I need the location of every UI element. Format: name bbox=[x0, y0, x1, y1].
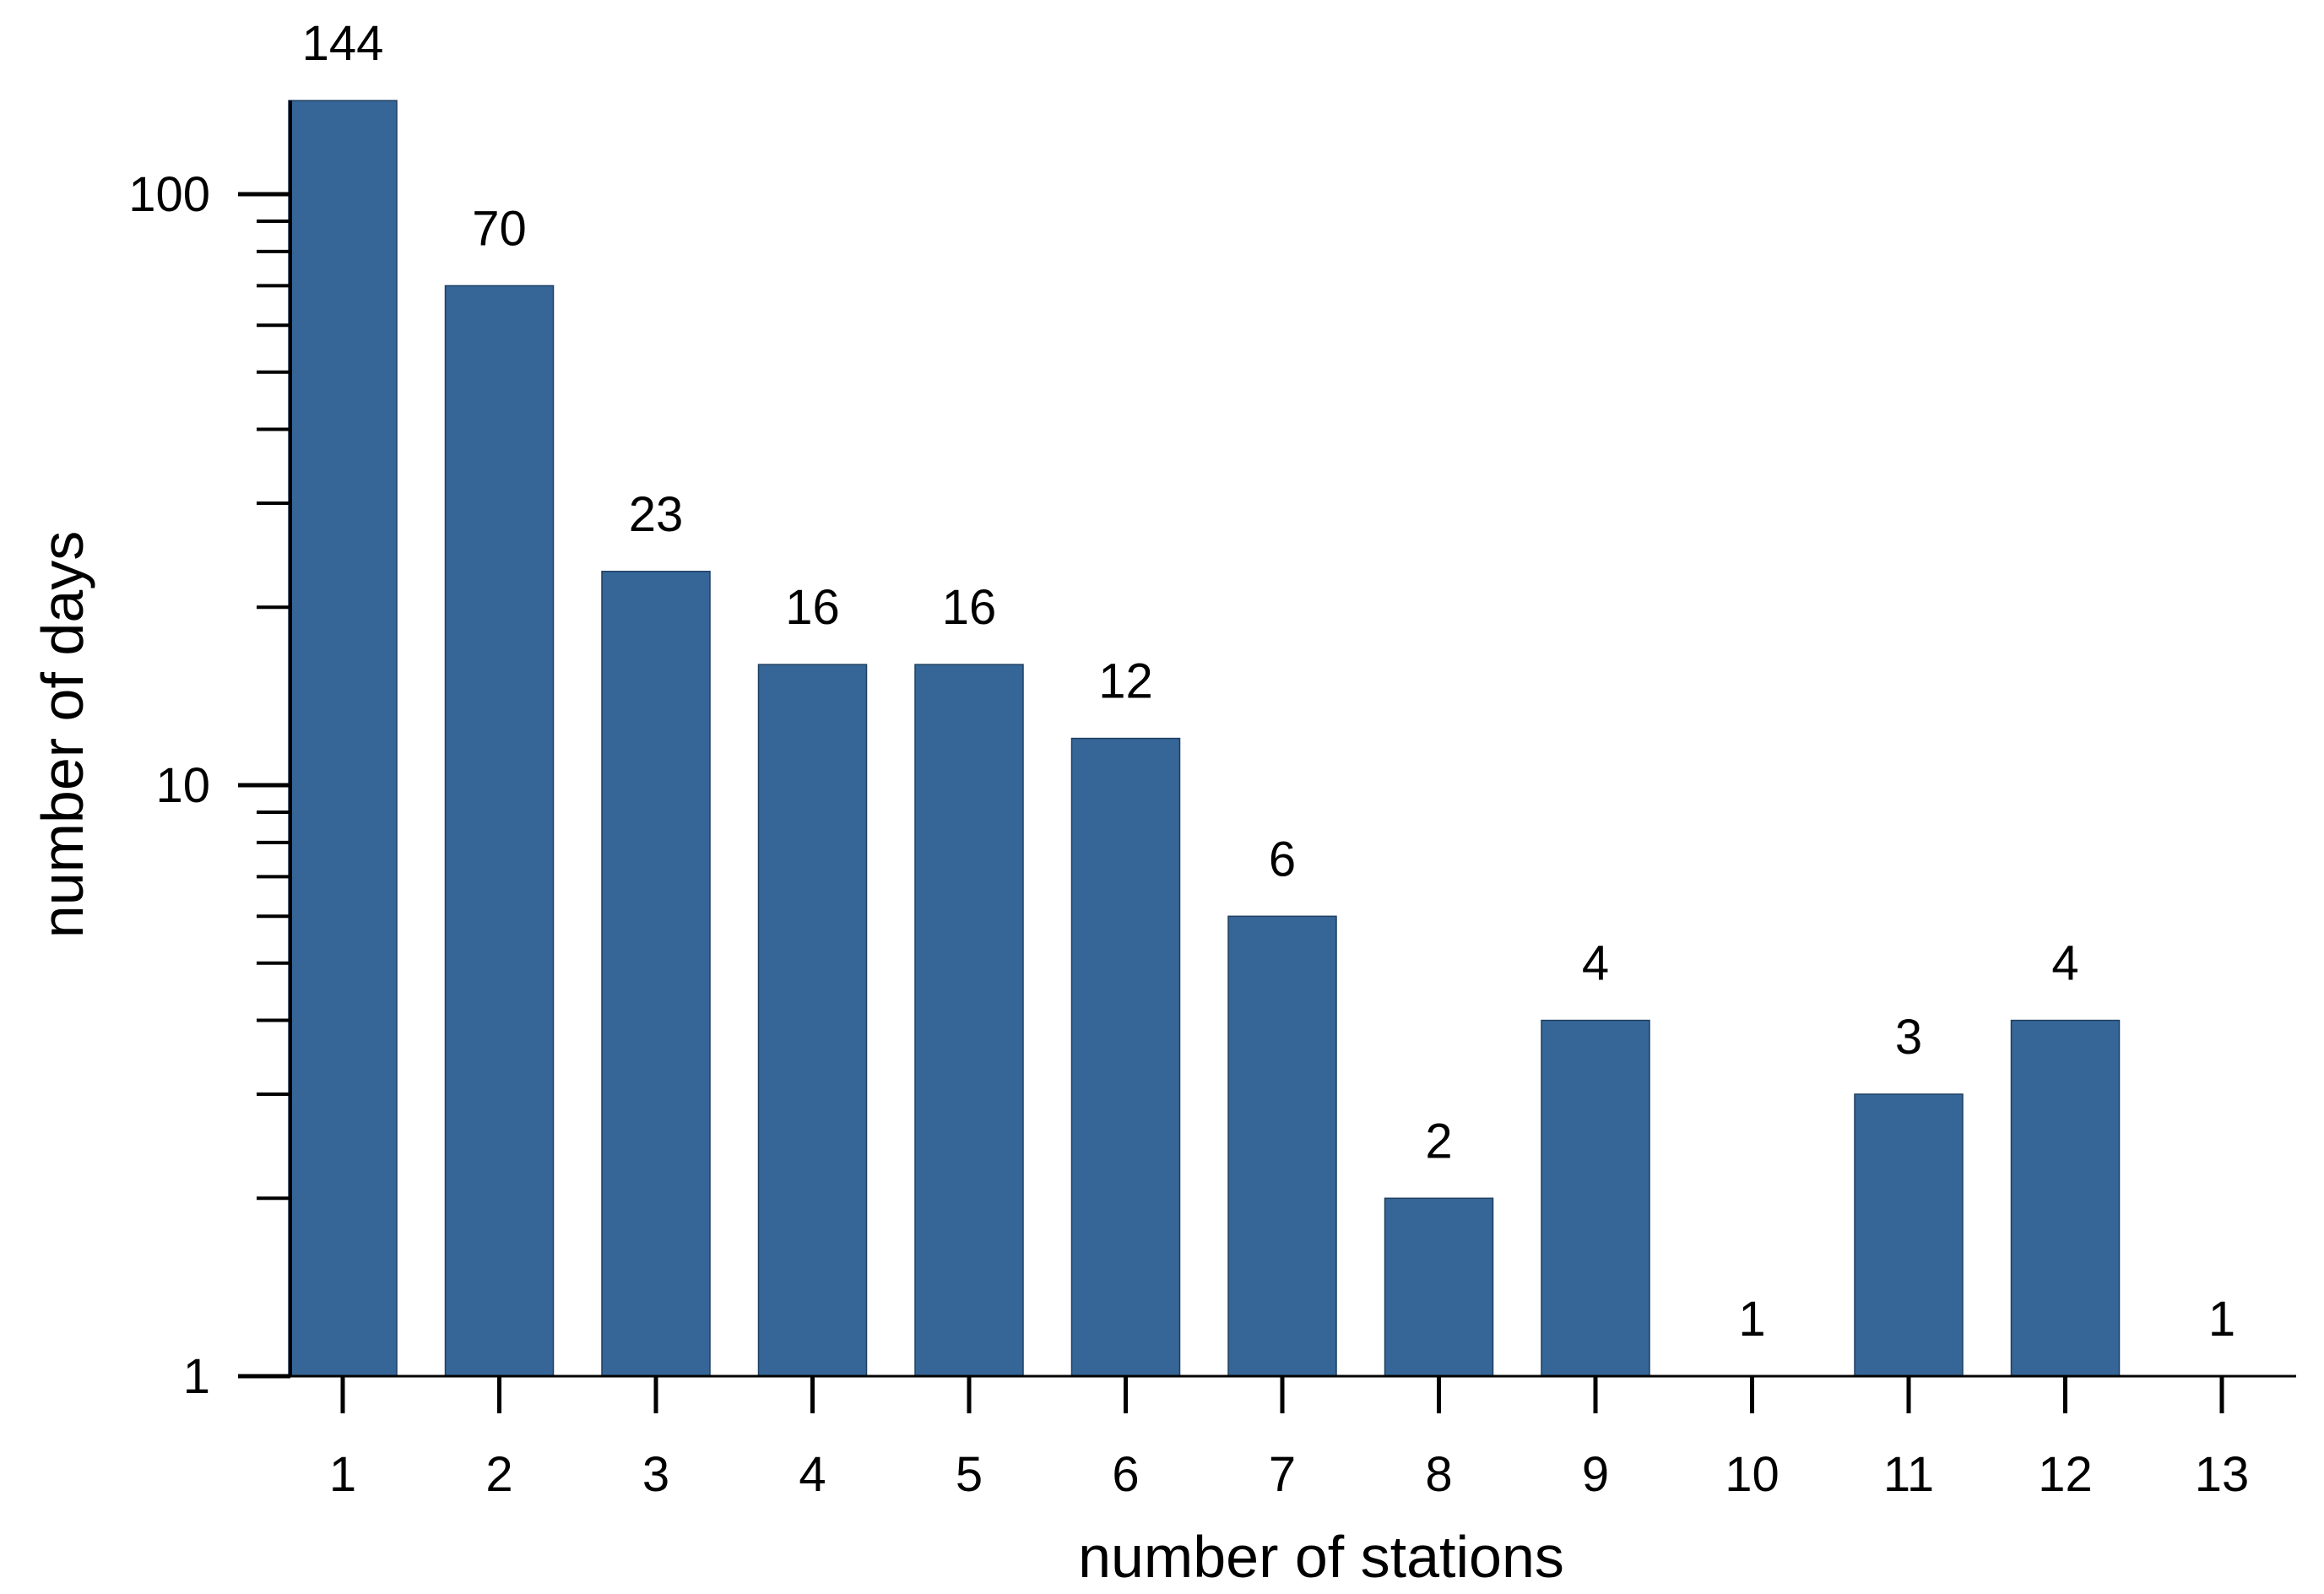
x-tick-label: 6 bbox=[1112, 1447, 1139, 1502]
x-tick-label: 3 bbox=[642, 1447, 669, 1502]
x-tick-label: 9 bbox=[1582, 1447, 1609, 1502]
x-tick-label: 11 bbox=[1883, 1447, 1934, 1502]
x-tick-label: 13 bbox=[2195, 1447, 2250, 1502]
data-label: 1 bbox=[1738, 1292, 1765, 1347]
data-label: 144 bbox=[302, 16, 384, 71]
x-tick-label: 4 bbox=[799, 1447, 826, 1502]
bar bbox=[914, 664, 1024, 1377]
data-label: 1 bbox=[2208, 1292, 2235, 1347]
data-label: 12 bbox=[1098, 654, 1153, 709]
bar bbox=[1854, 1093, 1964, 1377]
data-label: 16 bbox=[785, 580, 840, 635]
x-tick-label: 1 bbox=[329, 1447, 356, 1502]
bars-group bbox=[288, 100, 2121, 1377]
x-tick-label: 7 bbox=[1269, 1447, 1296, 1502]
data-label: 23 bbox=[629, 487, 684, 542]
bar bbox=[288, 100, 398, 1377]
y-tick-label: 1 bbox=[183, 1349, 210, 1404]
x-tick-label: 2 bbox=[485, 1447, 512, 1502]
x-tick-label: 8 bbox=[1425, 1447, 1452, 1502]
x-axis: 1 2 3 4 5 6 7 8 9 10 11 12 13 bbox=[238, 1374, 2296, 1502]
bar bbox=[1227, 915, 1337, 1377]
y-tick-label: 100 bbox=[128, 167, 210, 222]
data-label: 6 bbox=[1269, 832, 1296, 886]
x-tick-label: 5 bbox=[956, 1447, 983, 1502]
bar bbox=[757, 664, 868, 1377]
data-label: 3 bbox=[1895, 1010, 1922, 1065]
x-tick-label: 10 bbox=[1725, 1447, 1780, 1502]
data-label: 4 bbox=[1582, 936, 1609, 991]
x-tick-label: 12 bbox=[2038, 1447, 2093, 1502]
data-label: 16 bbox=[942, 580, 997, 635]
bar bbox=[2010, 1019, 2121, 1377]
bar bbox=[601, 571, 711, 1377]
bar bbox=[1541, 1019, 1650, 1377]
bar bbox=[1070, 737, 1181, 1377]
data-label: 2 bbox=[1425, 1114, 1452, 1168]
data-label: 70 bbox=[472, 201, 527, 256]
y-tick-label: 10 bbox=[155, 758, 210, 813]
x-axis-title: number of stations bbox=[1078, 1524, 1564, 1590]
y-axis-title: number of days bbox=[30, 531, 95, 938]
data-label: 4 bbox=[2051, 936, 2078, 991]
y-axis: 1 10 100 bbox=[128, 100, 292, 1404]
bar bbox=[444, 285, 555, 1377]
data-labels-group: 144 70 23 16 16 12 6 2 4 1 3 4 1 bbox=[302, 16, 2236, 1347]
bar bbox=[1384, 1197, 1494, 1377]
